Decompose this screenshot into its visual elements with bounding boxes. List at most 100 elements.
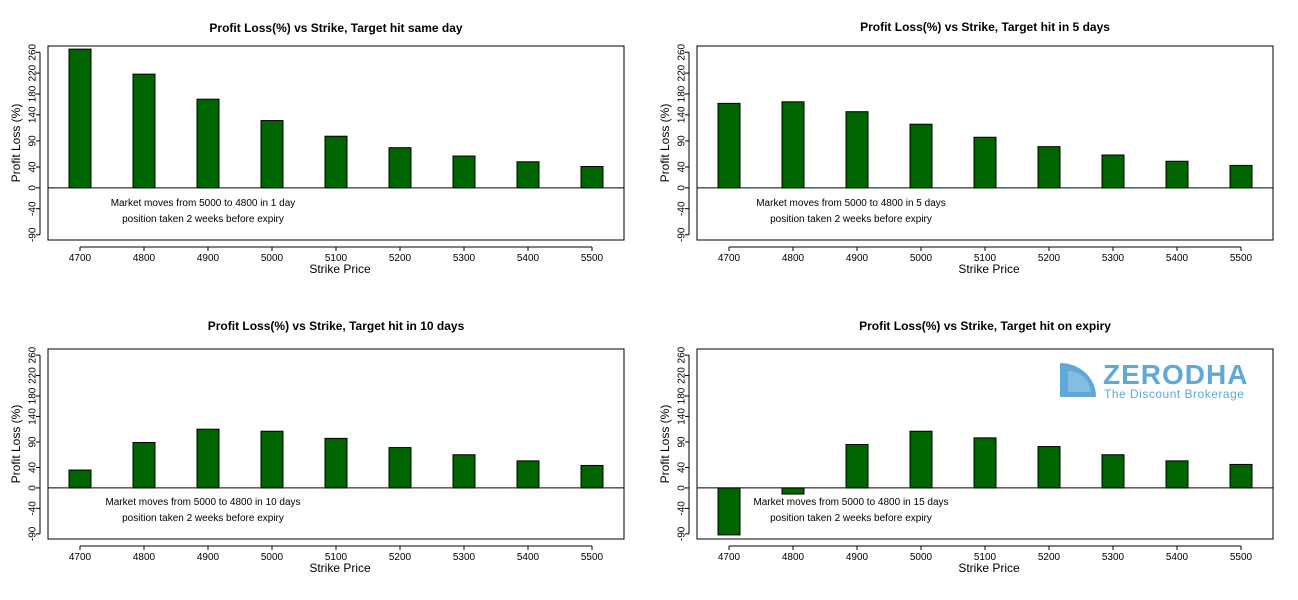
- x-tick-label: 5300: [453, 552, 476, 563]
- y-tick-label: 90: [677, 436, 688, 448]
- chart-annotation: Market moves from 5000 to 4800 in 1 day: [111, 198, 296, 209]
- chart-panel-3: Profit Loss(%) vs Strike, Target hit in …: [9, 319, 625, 575]
- x-tick-label: 4800: [782, 552, 805, 563]
- y-tick-label: 180: [677, 387, 688, 404]
- y-tick-label: -90: [677, 526, 688, 541]
- y-tick-label: 40: [677, 461, 688, 473]
- y-tick-label: 90: [28, 436, 39, 448]
- bar-5000: [909, 430, 933, 489]
- bar-5300: [1101, 454, 1125, 489]
- bar-5400: [1165, 460, 1189, 489]
- y-tick-label: 140: [677, 106, 688, 123]
- x-tick-label: 4700: [69, 253, 92, 264]
- bar-5400: [516, 161, 540, 189]
- x-tick-label: 5100: [974, 253, 997, 264]
- bar-5200: [388, 447, 412, 489]
- bar-4900: [196, 98, 220, 189]
- bar-4800: [781, 101, 805, 189]
- bar-5300: [452, 454, 476, 489]
- x-tick-label: 5400: [1166, 253, 1189, 264]
- x-tick-label: 4700: [69, 552, 92, 563]
- y-tick-label: 220: [677, 64, 688, 81]
- x-tick-label: 5200: [389, 253, 412, 264]
- bar-5100: [973, 437, 997, 489]
- brand-wordmark: ZERODHA: [1103, 359, 1248, 390]
- zerodha-logo-icon-shade: [1068, 371, 1091, 392]
- y-tick-label: -40: [677, 501, 688, 516]
- x-tick-label: 5300: [453, 253, 476, 264]
- x-tick-label: 5400: [517, 552, 540, 563]
- y-tick-label: 0: [28, 485, 39, 491]
- chart-panel-2: Profit Loss(%) vs Strike, Target hit in …: [658, 20, 1274, 276]
- bar-5500: [1229, 164, 1253, 189]
- bar-5100: [973, 136, 997, 189]
- y-axis-label: Profit Loss (%): [658, 104, 672, 183]
- x-tick-label: 5400: [1166, 552, 1189, 563]
- bar-4900: [845, 444, 869, 489]
- y-tick-label: 90: [677, 135, 688, 147]
- bar-5100: [324, 135, 348, 189]
- y-tick-label: 0: [677, 485, 688, 491]
- x-tick-label: 4900: [197, 552, 220, 563]
- bar-4900: [845, 111, 869, 189]
- y-tick-label: 260: [28, 346, 39, 363]
- x-tick-label: 4900: [846, 253, 869, 264]
- x-tick-label: 5500: [1230, 253, 1253, 264]
- y-tick-label: 260: [28, 43, 39, 60]
- y-tick-label: 220: [28, 367, 39, 384]
- y-tick-label: 180: [28, 387, 39, 404]
- x-tick-label: 4800: [133, 552, 156, 563]
- x-tick-label: 5500: [581, 552, 604, 563]
- x-tick-label: 5200: [389, 552, 412, 563]
- y-tick-label: 220: [28, 64, 39, 81]
- bar-5200: [1037, 146, 1061, 189]
- x-tick-label: 5500: [581, 253, 604, 264]
- y-tick-label: 140: [28, 408, 39, 425]
- y-axis-label: Profit Loss (%): [9, 405, 23, 484]
- y-tick-label: 90: [28, 135, 39, 147]
- y-tick-label: -90: [28, 526, 39, 541]
- y-tick-label: 140: [28, 106, 39, 123]
- bar-4700: [68, 469, 92, 489]
- x-axis-label: Strike Price: [309, 262, 371, 276]
- bar-5300: [1101, 154, 1125, 189]
- brand-tagline: The Discount Brokerage: [1104, 387, 1244, 401]
- bar-4800: [132, 441, 156, 489]
- x-tick-label: 4900: [846, 552, 869, 563]
- x-tick-label: 5300: [1102, 253, 1125, 264]
- chart-annotation: Market moves from 5000 to 4800 in 5 days: [756, 198, 946, 209]
- x-tick-label: 5000: [910, 253, 933, 264]
- x-tick-label: 4700: [718, 253, 741, 264]
- x-tick-label: 5000: [910, 552, 933, 563]
- y-tick-label: 40: [28, 161, 39, 173]
- x-tick-label: 5300: [1102, 552, 1125, 563]
- x-tick-label: 4800: [782, 253, 805, 264]
- chart-annotation: position taken 2 weeks before expiry: [122, 214, 284, 225]
- x-tick-label: 5100: [325, 253, 348, 264]
- chart-title: Profit Loss(%) vs Strike, Target hit in …: [860, 20, 1110, 34]
- bar-4700: [717, 487, 741, 536]
- y-tick-label: -90: [28, 227, 39, 242]
- bar-4800: [132, 73, 156, 189]
- x-tick-label: 5200: [1038, 552, 1061, 563]
- chart-title: Profit Loss(%) vs Strike, Target hit on …: [859, 319, 1111, 333]
- y-tick-label: 260: [677, 346, 688, 363]
- y-tick-label: 0: [28, 185, 39, 191]
- chart-panel-1: Profit Loss(%) vs Strike, Target hit sam…: [9, 21, 625, 276]
- chart-annotation: position taken 2 weeks before expiry: [122, 513, 284, 524]
- bar-4800: [781, 487, 805, 495]
- y-tick-label: -40: [28, 201, 39, 216]
- bar-5200: [1037, 446, 1061, 489]
- chart-annotation: position taken 2 weeks before expiry: [770, 513, 932, 524]
- bar-5000: [260, 430, 284, 489]
- bar-5500: [580, 464, 604, 489]
- bar-4900: [196, 428, 220, 489]
- x-axis-label: Strike Price: [958, 262, 1020, 276]
- bar-5300: [452, 155, 476, 189]
- x-tick-label: 5000: [261, 253, 284, 264]
- y-tick-label: 260: [677, 43, 688, 60]
- chart-title: Profit Loss(%) vs Strike, Target hit sam…: [209, 21, 463, 35]
- plot-frame: [696, 45, 1274, 241]
- y-tick-label: 180: [28, 85, 39, 102]
